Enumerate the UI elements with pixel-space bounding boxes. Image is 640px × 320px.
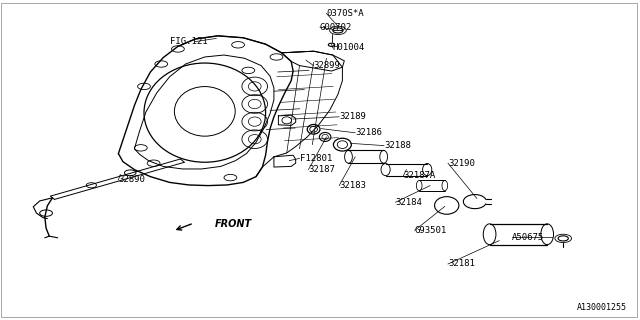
Text: 32190: 32190 <box>448 159 475 168</box>
Text: 32187A: 32187A <box>403 172 435 180</box>
Text: 32899: 32899 <box>314 61 340 70</box>
Text: G00702: G00702 <box>320 23 352 32</box>
Text: FIG.121: FIG.121 <box>170 37 207 46</box>
Text: F12801: F12801 <box>300 154 332 163</box>
Text: 32181: 32181 <box>448 260 475 268</box>
Text: A130001255: A130001255 <box>577 303 627 312</box>
Text: 32184: 32184 <box>396 198 422 207</box>
Text: H01004: H01004 <box>333 44 365 52</box>
Text: FRONT: FRONT <box>214 219 252 229</box>
Text: 32186: 32186 <box>355 128 382 137</box>
Text: 32890: 32890 <box>118 175 145 184</box>
Text: G93501: G93501 <box>415 226 447 235</box>
Text: 32187: 32187 <box>308 165 335 174</box>
Text: 0370S*A: 0370S*A <box>326 9 364 18</box>
Text: A50675: A50675 <box>512 233 544 242</box>
Text: 32183: 32183 <box>339 181 366 190</box>
Text: 32189: 32189 <box>339 112 366 121</box>
Text: 32188: 32188 <box>384 141 411 150</box>
